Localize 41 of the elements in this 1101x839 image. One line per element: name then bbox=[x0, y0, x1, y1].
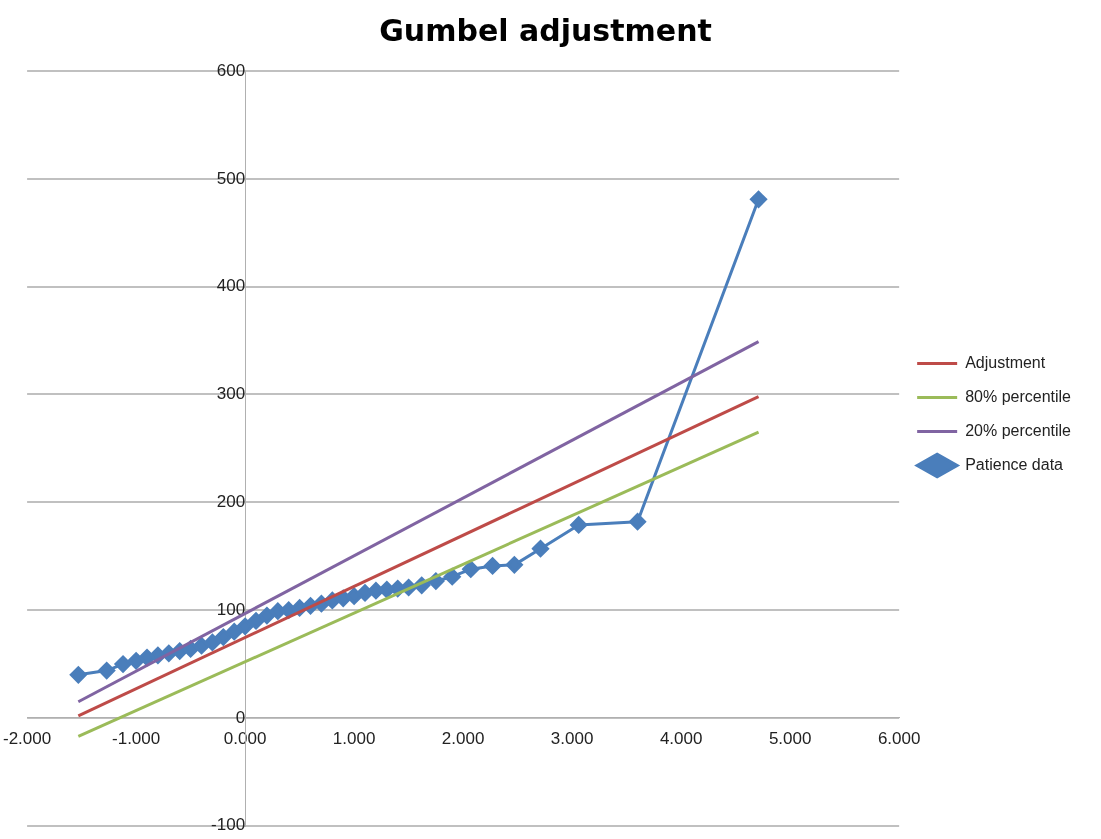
y-tick-label: -100 bbox=[211, 815, 246, 835]
y-tick-label: 500 bbox=[216, 168, 246, 188]
point bbox=[505, 556, 523, 574]
point bbox=[69, 666, 87, 684]
point bbox=[345, 587, 363, 605]
point bbox=[247, 612, 265, 630]
x-tick-label: 4.000 bbox=[659, 728, 703, 748]
chart-title: Gumbel adjustment bbox=[379, 12, 712, 48]
point bbox=[443, 568, 461, 586]
point bbox=[462, 560, 480, 578]
x-tick-label: 3.000 bbox=[550, 728, 594, 748]
legend-label: 20% percentile bbox=[965, 421, 1072, 439]
point bbox=[629, 513, 647, 531]
x-tick-label: 5.000 bbox=[768, 728, 812, 748]
point bbox=[532, 540, 550, 558]
y-tick-label: 400 bbox=[216, 276, 246, 296]
y-tick-label: 600 bbox=[216, 60, 246, 80]
point bbox=[236, 617, 254, 635]
point bbox=[214, 628, 232, 646]
point bbox=[750, 190, 768, 208]
x-tick-label: 1.000 bbox=[332, 728, 376, 748]
y-tick-label: 0 bbox=[235, 707, 246, 727]
point bbox=[114, 655, 132, 673]
y-tick-label: 100 bbox=[216, 599, 246, 619]
x-tick-label: -1.000 bbox=[112, 728, 161, 748]
point bbox=[258, 607, 276, 625]
legend-label: 80% percentile bbox=[965, 387, 1072, 405]
point bbox=[127, 652, 145, 670]
legend-label: Patience data bbox=[965, 455, 1064, 473]
point bbox=[570, 516, 588, 534]
point bbox=[98, 662, 116, 680]
y-tick-label: 200 bbox=[216, 492, 246, 511]
legend-label: Adjustment bbox=[965, 353, 1046, 371]
point bbox=[356, 584, 374, 602]
x-tick-label: 6.000 bbox=[877, 728, 921, 748]
x-tick-label: -2.000 bbox=[3, 728, 52, 748]
point bbox=[484, 557, 502, 575]
y-tick-label: 300 bbox=[216, 384, 246, 404]
point bbox=[225, 623, 243, 641]
x-tick-label: 2.000 bbox=[441, 728, 485, 748]
point bbox=[203, 633, 221, 651]
